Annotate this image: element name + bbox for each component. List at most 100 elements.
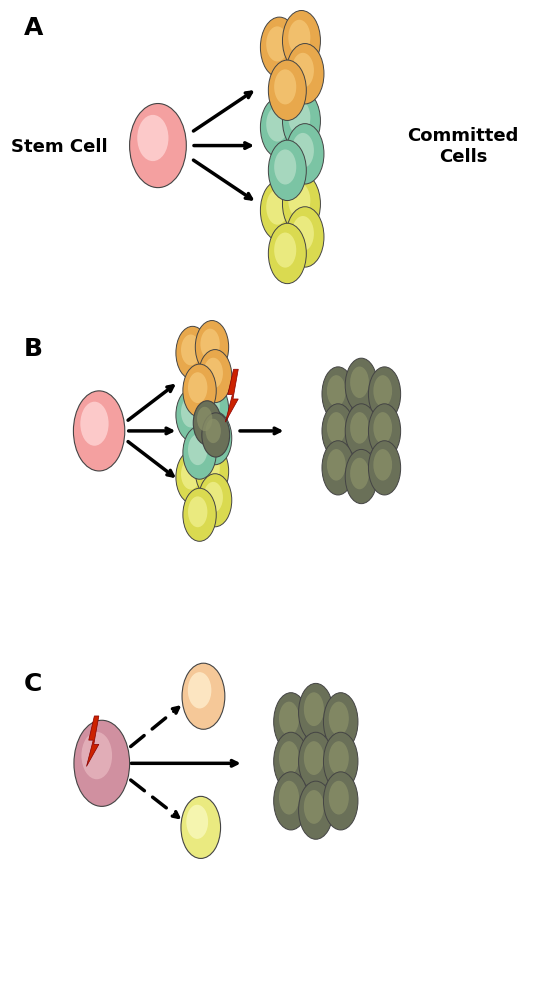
Ellipse shape: [283, 175, 321, 235]
Ellipse shape: [188, 672, 211, 709]
Ellipse shape: [181, 459, 200, 490]
Ellipse shape: [199, 412, 232, 465]
Ellipse shape: [327, 376, 345, 407]
Ellipse shape: [200, 329, 220, 360]
Ellipse shape: [199, 350, 232, 403]
Ellipse shape: [274, 732, 308, 790]
Ellipse shape: [373, 376, 392, 407]
Ellipse shape: [176, 327, 209, 380]
Ellipse shape: [266, 107, 288, 142]
Ellipse shape: [322, 404, 354, 458]
Ellipse shape: [268, 61, 306, 121]
Ellipse shape: [73, 391, 125, 471]
Ellipse shape: [286, 208, 324, 268]
Ellipse shape: [292, 133, 314, 169]
Ellipse shape: [373, 412, 392, 444]
Text: A: A: [24, 16, 43, 40]
Polygon shape: [226, 370, 238, 422]
Ellipse shape: [193, 401, 221, 445]
Ellipse shape: [368, 404, 400, 458]
Ellipse shape: [195, 321, 229, 374]
Ellipse shape: [80, 402, 108, 446]
Ellipse shape: [260, 18, 298, 78]
Ellipse shape: [299, 684, 333, 742]
Ellipse shape: [299, 781, 333, 840]
Ellipse shape: [329, 702, 349, 735]
Ellipse shape: [274, 693, 308, 751]
Ellipse shape: [283, 91, 321, 151]
Ellipse shape: [322, 367, 354, 421]
Ellipse shape: [186, 805, 208, 840]
Ellipse shape: [266, 191, 288, 226]
Ellipse shape: [188, 435, 207, 465]
Text: C: C: [24, 672, 42, 695]
Ellipse shape: [74, 720, 130, 806]
Ellipse shape: [368, 367, 400, 421]
Ellipse shape: [304, 693, 324, 726]
Ellipse shape: [274, 70, 296, 105]
Ellipse shape: [322, 441, 354, 495]
Ellipse shape: [181, 796, 221, 859]
Ellipse shape: [176, 451, 209, 505]
Ellipse shape: [204, 358, 223, 389]
Polygon shape: [86, 716, 99, 766]
Ellipse shape: [350, 412, 369, 444]
Ellipse shape: [288, 184, 310, 219]
Ellipse shape: [195, 445, 229, 498]
Ellipse shape: [279, 741, 299, 775]
Ellipse shape: [130, 104, 186, 189]
Text: Committed
Cells: Committed Cells: [408, 127, 519, 165]
Ellipse shape: [329, 741, 349, 775]
Ellipse shape: [206, 419, 221, 443]
Ellipse shape: [299, 732, 333, 790]
Ellipse shape: [274, 234, 296, 269]
Ellipse shape: [183, 365, 216, 417]
Ellipse shape: [202, 413, 230, 457]
Ellipse shape: [292, 217, 314, 252]
Ellipse shape: [176, 389, 209, 442]
Ellipse shape: [188, 373, 207, 403]
Ellipse shape: [182, 664, 225, 729]
Ellipse shape: [292, 54, 314, 89]
Ellipse shape: [304, 741, 324, 775]
Ellipse shape: [288, 100, 310, 135]
Ellipse shape: [200, 391, 220, 422]
Ellipse shape: [345, 450, 377, 505]
Ellipse shape: [260, 98, 298, 158]
Ellipse shape: [304, 790, 324, 824]
Ellipse shape: [279, 781, 299, 814]
Ellipse shape: [274, 772, 308, 830]
Text: Stem Cell: Stem Cell: [10, 137, 107, 155]
Ellipse shape: [327, 412, 345, 444]
Ellipse shape: [345, 359, 377, 413]
Ellipse shape: [323, 772, 358, 830]
Ellipse shape: [345, 404, 377, 458]
Ellipse shape: [183, 488, 216, 542]
Ellipse shape: [138, 115, 168, 161]
Ellipse shape: [204, 482, 223, 514]
Ellipse shape: [268, 224, 306, 285]
Ellipse shape: [286, 44, 324, 105]
Ellipse shape: [197, 407, 212, 431]
Ellipse shape: [350, 367, 369, 398]
Ellipse shape: [329, 781, 349, 814]
Ellipse shape: [274, 150, 296, 186]
Ellipse shape: [350, 458, 369, 489]
Text: B: B: [24, 336, 43, 360]
Ellipse shape: [266, 27, 288, 62]
Ellipse shape: [323, 693, 358, 751]
Ellipse shape: [204, 420, 223, 451]
Ellipse shape: [368, 441, 400, 495]
Ellipse shape: [260, 182, 298, 242]
Ellipse shape: [200, 453, 220, 484]
Ellipse shape: [286, 124, 324, 185]
Ellipse shape: [323, 732, 358, 790]
Ellipse shape: [188, 496, 207, 528]
Ellipse shape: [268, 141, 306, 202]
Ellipse shape: [183, 426, 216, 479]
Ellipse shape: [199, 474, 232, 528]
Ellipse shape: [327, 449, 345, 481]
Ellipse shape: [181, 335, 200, 366]
Ellipse shape: [373, 449, 392, 481]
Ellipse shape: [279, 702, 299, 735]
